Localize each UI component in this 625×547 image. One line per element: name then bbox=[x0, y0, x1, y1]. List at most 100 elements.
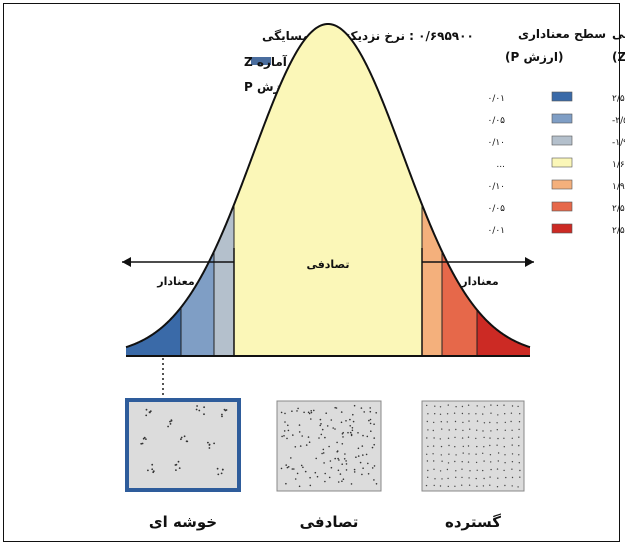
legend-p-value: ... bbox=[496, 160, 505, 170]
pattern-point bbox=[151, 463, 154, 466]
pattern-point bbox=[433, 437, 435, 439]
pattern-point bbox=[511, 453, 514, 455]
pattern-point bbox=[497, 460, 499, 462]
pattern-point bbox=[369, 418, 372, 421]
pattern-point bbox=[299, 445, 302, 447]
legend-swatch bbox=[551, 201, 573, 212]
pattern-point bbox=[371, 446, 374, 449]
pattern-point bbox=[467, 436, 470, 438]
pattern-point bbox=[316, 475, 319, 478]
pattern-point bbox=[440, 445, 443, 448]
dispersed-box bbox=[421, 400, 525, 492]
legend-row: >۲/۵۸ ۰/۰۱ bbox=[487, 223, 625, 236]
pattern-point bbox=[461, 437, 464, 439]
pattern-point bbox=[351, 429, 354, 432]
pattern-point bbox=[503, 437, 505, 439]
pattern-point bbox=[373, 443, 376, 446]
pattern-point bbox=[476, 469, 478, 471]
legend-swatch bbox=[551, 179, 573, 190]
pattern-point bbox=[310, 411, 313, 414]
pattern-point bbox=[221, 468, 224, 471]
pattern-point bbox=[284, 412, 286, 415]
pattern-point bbox=[432, 429, 434, 432]
pattern-point bbox=[352, 420, 355, 423]
pattern-point bbox=[198, 409, 201, 412]
pattern-point bbox=[341, 433, 344, 435]
pattern-point bbox=[325, 412, 328, 415]
pattern-point bbox=[221, 415, 223, 418]
pattern-point bbox=[147, 469, 149, 472]
pattern-point bbox=[497, 477, 499, 479]
pattern-point bbox=[462, 429, 464, 432]
pattern-point bbox=[342, 431, 345, 434]
pattern-point bbox=[483, 446, 485, 448]
pattern-point bbox=[203, 406, 206, 409]
pattern-point bbox=[217, 473, 220, 476]
random-dots bbox=[280, 404, 378, 488]
pattern-point bbox=[284, 421, 286, 423]
pattern-point bbox=[434, 413, 436, 415]
pattern-point bbox=[283, 435, 285, 437]
pattern-point bbox=[145, 438, 147, 440]
pattern-point bbox=[371, 467, 374, 469]
pattern-point bbox=[462, 421, 464, 424]
legend-row: <-۲/۵۸ ۰/۰۱ bbox=[487, 91, 625, 104]
pattern-point bbox=[208, 447, 211, 449]
pattern-point bbox=[518, 421, 521, 423]
pattern-point bbox=[483, 436, 485, 439]
pattern-point bbox=[213, 442, 216, 445]
pattern-point bbox=[426, 404, 428, 407]
pattern-point bbox=[313, 409, 315, 412]
curve-left-outer bbox=[126, 307, 181, 356]
pattern-point bbox=[468, 413, 470, 415]
pattern-point bbox=[337, 481, 340, 483]
pattern-point bbox=[476, 420, 479, 422]
pattern-point bbox=[319, 418, 322, 421]
stats-swatch bbox=[251, 57, 271, 65]
dispersed-dots bbox=[425, 404, 521, 488]
pattern-point bbox=[446, 421, 448, 423]
pattern-point bbox=[220, 472, 223, 475]
pattern-point bbox=[511, 461, 514, 463]
random-label: تصادفی bbox=[300, 513, 359, 531]
pattern-point bbox=[490, 404, 492, 406]
legend-p-value: ۰/۱۰ bbox=[487, 182, 505, 192]
pattern-point bbox=[328, 445, 330, 448]
pattern-point bbox=[152, 470, 155, 473]
pattern-point bbox=[323, 462, 325, 464]
pattern-point bbox=[461, 468, 463, 470]
pattern-point bbox=[351, 427, 354, 429]
pattern-point bbox=[300, 464, 303, 467]
pattern-point bbox=[297, 407, 299, 410]
pattern-point bbox=[468, 484, 471, 486]
pattern-point bbox=[361, 473, 363, 476]
pattern-point bbox=[455, 406, 457, 408]
pattern-point bbox=[305, 444, 308, 446]
pattern-point bbox=[290, 457, 292, 459]
pattern-point bbox=[145, 414, 148, 417]
pattern-point bbox=[324, 480, 326, 483]
pattern-point bbox=[334, 406, 337, 409]
legend-range: ۱/۹۶- الی ۲/۵۸- bbox=[612, 116, 625, 126]
pattern-point bbox=[476, 429, 478, 431]
pattern-point bbox=[353, 404, 356, 407]
pattern-point bbox=[330, 466, 333, 469]
pattern-point bbox=[446, 468, 449, 471]
pattern-point bbox=[224, 409, 227, 412]
pattern-point bbox=[461, 461, 463, 463]
pattern-point bbox=[366, 435, 369, 438]
pattern-point bbox=[476, 445, 478, 448]
pattern-point bbox=[462, 445, 464, 448]
legend-swatch bbox=[551, 113, 573, 124]
pattern-point bbox=[344, 453, 346, 455]
pattern-point bbox=[447, 437, 450, 439]
pattern-point bbox=[352, 413, 354, 416]
pattern-point bbox=[326, 425, 329, 427]
pattern-point bbox=[439, 438, 441, 440]
pattern-point bbox=[350, 483, 353, 485]
legend-range: <-۲/۵۸ bbox=[612, 94, 625, 104]
pattern-point bbox=[294, 446, 297, 448]
pattern-point bbox=[185, 440, 188, 443]
pattern-point bbox=[322, 448, 325, 451]
legend-row: ۱/۶۵- الی ۱/۶۵... bbox=[496, 157, 625, 170]
